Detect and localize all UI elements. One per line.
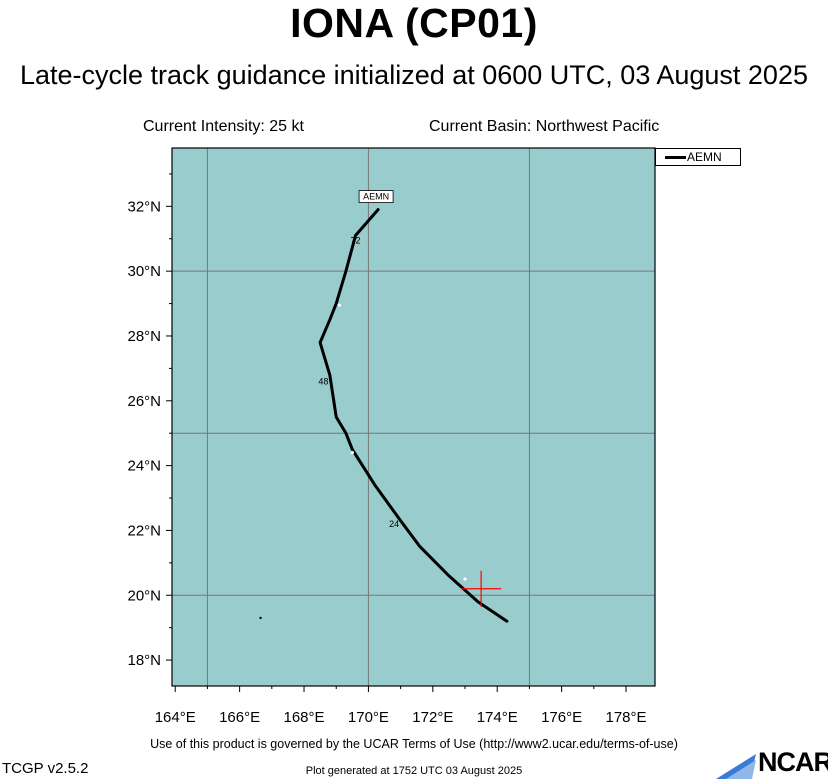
ncar-logo-icon [716, 754, 756, 779]
current-intensity: Current Intensity: 25 kt [143, 118, 304, 135]
lat-tick-label: 32°N [127, 198, 161, 215]
ocean-background [172, 148, 655, 686]
track-line-aemn [318, 208, 509, 623]
legend-label-aemn: AEMN [687, 150, 722, 164]
lon-tick-label: 178°E [606, 709, 647, 726]
track-tick-mark [350, 451, 354, 455]
lon-tick-label: 172°E [412, 709, 453, 726]
island-dot [259, 616, 262, 620]
version-label: TCGP v2.5.2 [2, 760, 89, 777]
track-subtitle: Late-cycle track guidance initialized at… [20, 60, 808, 90]
lat-tick-label: 18°N [127, 652, 161, 669]
lon-tick-label: 168°E [284, 709, 325, 726]
terms-of-use: Use of this product is governed by the U… [150, 737, 678, 751]
legend-line-aemn [665, 156, 686, 159]
lat-tick-label: 30°N [127, 263, 161, 280]
map-frame [171, 147, 656, 687]
storm-title: IONA (CP01) [290, 0, 538, 46]
lat-tick-label: 20°N [127, 587, 161, 604]
lon-tick-label: 176°E [541, 709, 582, 726]
lat-tick-label: 28°N [127, 328, 161, 345]
track-end-label-box [358, 190, 394, 203]
track-end-label: AEMN [363, 192, 389, 202]
map-grid [172, 148, 655, 686]
lat-tick-label: 26°N [127, 393, 161, 410]
map-ticks: 164°E 166°E 168°E 170°E 172°E 174°E 176°E 178°E… [127, 173, 647, 726]
ncar-logo-text: NCAR [758, 747, 828, 777]
forecast-hour-label: 72 [351, 236, 361, 246]
forecast-hour-label: 48 [318, 377, 328, 387]
lon-tick-label: 174°E [477, 709, 518, 726]
aemn-track: AEMN 24 48 72 [259, 190, 509, 623]
generated-timestamp: Plot generated at 1752 UTC 03 August 202… [305, 765, 523, 777]
lat-tick-label: 22°N [127, 522, 161, 539]
legend: AEMN [655, 148, 741, 166]
lon-tick-label: 164°E [155, 709, 196, 726]
forecast-hour-label: 24 [389, 519, 399, 529]
lon-tick-label: 166°E [219, 709, 260, 726]
current-position-marker [461, 570, 502, 607]
lon-tick-label: 170°E [348, 709, 389, 726]
track-tick-mark [337, 303, 342, 307]
current-basin: Current Basin: Northwest Pacific [429, 118, 660, 135]
track-tick-mark [463, 577, 467, 581]
lat-tick-label: 24°N [127, 458, 161, 475]
